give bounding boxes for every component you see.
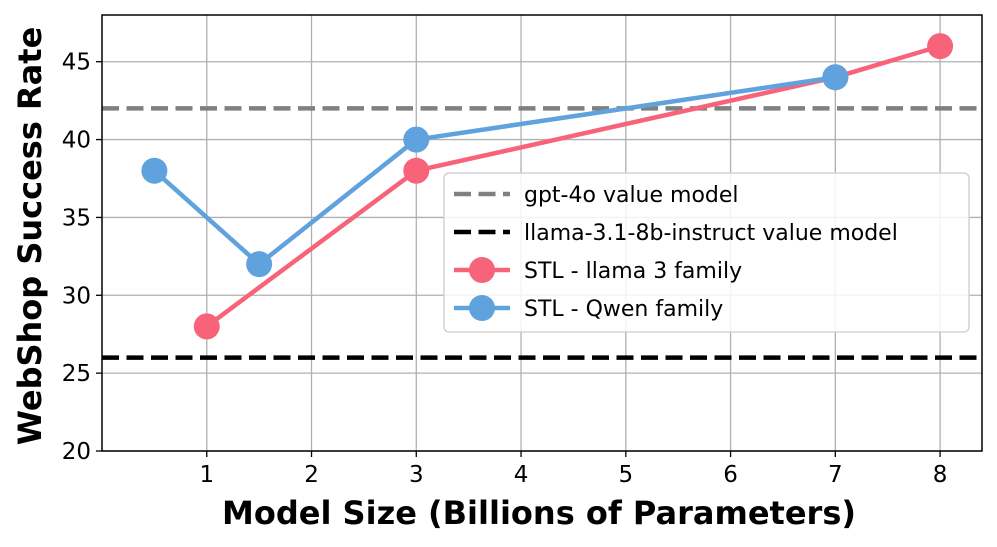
legend-label: STL - llama 3 family [524,259,742,284]
data-series [141,33,954,340]
legend-entry-stl-llama-3-family: STL - llama 3 family [454,257,742,284]
legend-entry-llama-3-1-8b-instruct-value-model: llama-3.1-8b-instruct value model [454,221,898,246]
x-tick-label: 3 [409,462,424,488]
legend: gpt-4o value model llama-3.1-8b-instruct … [443,172,970,333]
stl-llama-3-family-point [403,157,430,184]
x-tick-label: 6 [723,462,738,488]
y-tick-label: 35 [62,205,91,231]
y-tick-label: 30 [62,283,91,309]
x-tick-label: 7 [828,462,843,488]
legend-entry-gpt-4o-value-model: gpt-4o value model [454,183,739,208]
legend-entry-stl-qwen-family: STL - Qwen family [454,295,723,322]
plot-frame [101,14,983,452]
stl-llama-3-family-line [205,43,941,329]
stl-llama-3-family-point [927,33,954,60]
x-tick-label: 5 [618,462,633,488]
stl-llama-3-family-point [193,313,220,340]
x-axis-label: Model Size (Billions of Parameters) [222,494,856,532]
legend-label: llama-3.1-8b-instruct value model [524,221,898,246]
legend-marker [469,257,495,283]
legend-label: gpt-4o value model [524,183,739,208]
stl-qwen-family-point [822,64,849,91]
y-tick-label: 20 [62,439,91,465]
y-axis-label: WebShop Success Rate [11,27,49,446]
y-tick-label: 45 [62,50,91,76]
stl-qwen-family-point [246,251,273,278]
legend-marker [469,295,495,321]
x-tick-label: 2 [304,462,319,488]
y-tick-label: 40 [62,128,91,154]
x-tick-label: 4 [514,462,529,488]
stl-qwen-family-point [403,126,430,153]
stl-qwen-family-point [141,157,168,184]
legend-box [443,172,970,333]
x-tick-label: 1 [199,462,214,488]
legend-label: STL - Qwen family [524,297,723,322]
y-tick-label: 25 [62,361,91,387]
stl-qwen-family-line [152,75,836,267]
x-tick-label: 8 [933,462,948,488]
